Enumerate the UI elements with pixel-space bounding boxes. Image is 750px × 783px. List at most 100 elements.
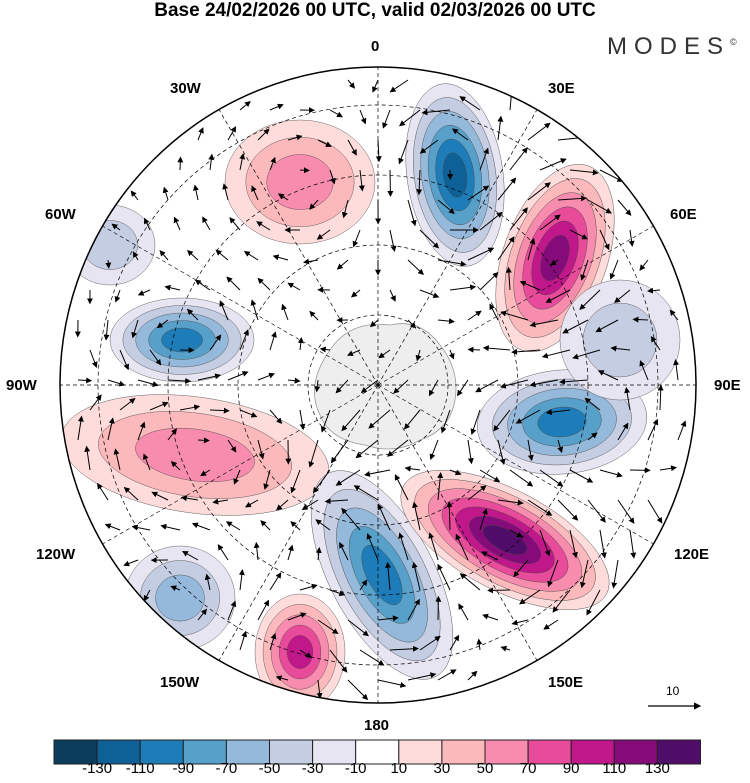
wind-arrow	[467, 185, 490, 201]
wind-arrow	[389, 229, 397, 252]
wind-arrow	[394, 474, 409, 501]
contour-level	[442, 152, 468, 198]
wind-arrow	[419, 229, 440, 249]
wind-arrow	[403, 409, 421, 430]
wind-arrow	[359, 649, 385, 666]
wind-arrow	[358, 169, 365, 192]
wind-arrow	[511, 619, 529, 626]
wind-arrow	[299, 649, 312, 658]
wind-arrow	[416, 169, 423, 196]
wind-arrow	[335, 379, 349, 394]
wind-arrow	[301, 499, 319, 511]
wind-arrow	[151, 491, 169, 501]
meridian-line	[92, 219, 379, 386]
wind-arrow	[437, 669, 457, 681]
wind-arrow	[257, 128, 270, 141]
wind-arrow	[144, 217, 151, 231]
wind-arrow	[142, 453, 151, 471]
wind-arrow	[287, 282, 301, 291]
wind-arrow	[646, 287, 661, 294]
wind-arrow	[359, 109, 367, 125]
wind-arrow	[217, 544, 229, 561]
colorbar-swatch	[613, 739, 658, 765]
wind-arrow	[587, 199, 612, 214]
wind-arrow	[500, 645, 511, 652]
wind-arrow	[159, 250, 169, 261]
wind-arrow	[281, 303, 289, 321]
wind-arrow	[257, 599, 270, 621]
wind-arrow	[611, 559, 619, 589]
wind-arrow	[545, 289, 571, 303]
lat-lon-grid	[60, 67, 696, 703]
wind-arrow	[497, 115, 504, 141]
wind-arrow	[335, 469, 361, 486]
wind-arrow	[297, 337, 304, 351]
wind-arrow	[500, 310, 529, 321]
wind-arrow	[173, 216, 181, 231]
colorbar-tick-label: 130	[644, 760, 670, 777]
wind-arrow	[449, 634, 460, 651]
wind-arrow	[329, 109, 343, 118]
wind-arrow	[316, 679, 323, 700]
wind-arrow	[437, 199, 455, 215]
lon-label-30w: 30W	[170, 80, 201, 97]
wind-arrow	[579, 289, 601, 310]
contour-level	[286, 635, 314, 669]
wind-arrow	[437, 563, 451, 591]
wind-arrow	[389, 289, 396, 302]
wind-arrow	[107, 417, 115, 441]
wind-arrow	[347, 349, 361, 357]
wind-arrow	[511, 348, 541, 355]
wind-arrow	[208, 153, 215, 171]
wind-arrow	[467, 670, 478, 681]
wind-arrow	[197, 373, 222, 381]
contour-level	[135, 427, 255, 483]
contour-level	[361, 544, 403, 606]
wind-arrow	[617, 499, 635, 524]
wind-arrow	[182, 550, 199, 561]
wind-arrow	[312, 469, 331, 494]
contour-level	[540, 235, 570, 281]
wind-arrow	[315, 519, 331, 531]
wind-arrow	[170, 585, 181, 592]
wind-arrow	[191, 522, 211, 531]
wind-arrow	[256, 221, 271, 231]
wind-arrow	[239, 409, 258, 418]
wind-arrow	[260, 520, 271, 531]
colorbar-tick-label: 50	[476, 760, 494, 777]
wind-arrow	[269, 156, 276, 171]
wind-arrow	[319, 346, 331, 353]
meridian-line	[212, 99, 379, 386]
lon-label-120w: 120W	[36, 546, 76, 563]
wind-arrow	[451, 128, 469, 141]
colorbar-tick-label: 70	[519, 760, 537, 777]
wind-arrow	[269, 409, 283, 425]
wind-arrow	[497, 499, 524, 506]
wind-arrow	[387, 439, 409, 457]
wind-arrow	[599, 229, 610, 251]
wind-arrow	[572, 349, 601, 360]
meridian-line	[377, 384, 664, 551]
wind-arrow	[131, 524, 151, 531]
wind-arrow	[547, 559, 559, 588]
wind-arrow	[347, 79, 356, 89]
wind-arrow	[219, 300, 229, 321]
wind-arrow	[610, 345, 631, 352]
wind-arrow	[269, 572, 282, 591]
wind-arrow	[290, 469, 301, 494]
wind-arrow	[209, 334, 222, 351]
colorbar-tick-label: -10	[344, 760, 367, 777]
wind-arrow	[250, 299, 259, 321]
wind-arrow	[481, 551, 499, 561]
colorbar	[53, 739, 702, 765]
wind-arrow	[497, 439, 506, 466]
wind-arrow	[509, 207, 528, 231]
wind-arrow	[421, 109, 451, 116]
meridian-line	[212, 384, 379, 671]
wind-arrow	[330, 439, 349, 464]
wind-arrow	[539, 158, 567, 171]
wind-arrow	[226, 276, 241, 291]
wind-arrow	[299, 583, 318, 591]
contour-level	[82, 220, 138, 270]
